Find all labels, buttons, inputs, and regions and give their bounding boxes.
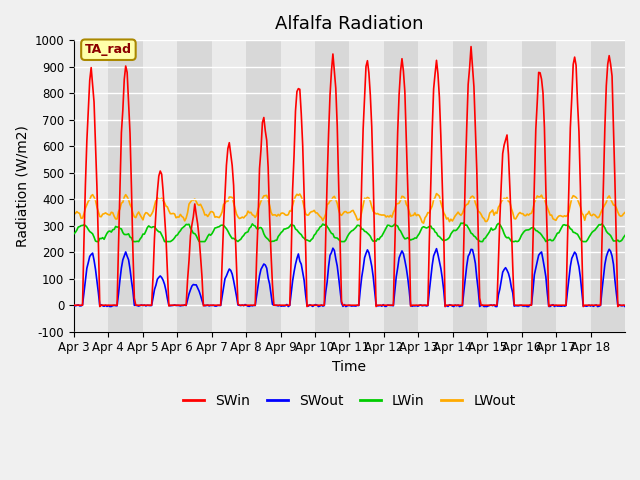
SWout	[466, 251, 474, 257]
LWout	[106, 212, 114, 218]
Bar	[212, 40, 246, 332]
Bar	[143, 40, 177, 332]
Line: LWout: LWout	[74, 193, 625, 223]
SWout	[106, 304, 114, 310]
Line: SWin: SWin	[74, 47, 625, 307]
Line: SWout: SWout	[74, 248, 625, 307]
LWin	[466, 227, 474, 233]
SWin	[70, 302, 77, 308]
LWout	[89, 192, 97, 198]
Bar	[591, 40, 625, 332]
LWout	[466, 197, 474, 203]
Bar	[246, 40, 280, 332]
LWin	[108, 229, 115, 235]
Bar	[315, 40, 349, 332]
SWin	[108, 302, 115, 308]
Bar	[419, 40, 452, 332]
Line: LWin: LWin	[74, 223, 625, 241]
LWout	[420, 220, 428, 226]
SWin	[96, 304, 104, 310]
LWin	[620, 234, 627, 240]
LWout	[353, 217, 361, 223]
SWout	[621, 304, 629, 310]
Title: Alfalfa Radiation: Alfalfa Radiation	[275, 15, 424, 33]
LWin	[89, 231, 97, 237]
LWin	[460, 220, 468, 226]
Bar	[74, 40, 108, 332]
X-axis label: Time: Time	[332, 360, 367, 374]
SWout	[108, 303, 115, 309]
Bar	[556, 40, 591, 332]
SWin	[620, 302, 627, 308]
SWin	[355, 302, 363, 308]
LWin	[93, 239, 100, 244]
Bar	[452, 40, 487, 332]
SWout	[89, 250, 97, 256]
LWout	[548, 212, 556, 218]
LWin	[355, 223, 363, 228]
SWin	[467, 44, 475, 49]
Bar	[384, 40, 419, 332]
SWout	[329, 245, 337, 251]
Y-axis label: Radiation (W/m2): Radiation (W/m2)	[15, 125, 29, 247]
SWout	[548, 302, 556, 308]
Text: TA_rad: TA_rad	[85, 43, 132, 56]
LWout	[70, 209, 77, 215]
LWin	[70, 231, 77, 237]
Bar	[108, 40, 143, 332]
SWout	[70, 302, 77, 308]
LWout	[433, 191, 440, 196]
LWin	[548, 238, 556, 243]
Bar	[349, 40, 384, 332]
SWin	[89, 82, 97, 88]
LWout	[620, 211, 627, 216]
Bar	[522, 40, 556, 332]
SWout	[356, 287, 364, 293]
Bar	[487, 40, 522, 332]
Bar	[177, 40, 212, 332]
SWout	[620, 302, 627, 308]
SWin	[621, 302, 629, 308]
SWin	[465, 82, 472, 87]
Bar	[280, 40, 315, 332]
LWout	[621, 210, 629, 216]
LWin	[621, 232, 629, 238]
Legend: SWin, SWout, LWin, LWout: SWin, SWout, LWin, LWout	[178, 388, 521, 413]
SWin	[548, 302, 556, 308]
